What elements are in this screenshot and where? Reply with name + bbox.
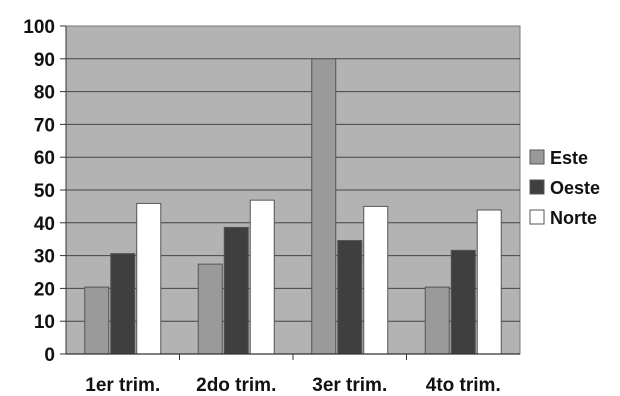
- x-tick-label: 2do trim.: [196, 375, 276, 396]
- x-tick-label: 4to trim.: [426, 375, 501, 396]
- x-tick-label: 1er trim.: [85, 375, 160, 396]
- y-tick-label: 60: [34, 148, 55, 169]
- bars: [84, 58, 502, 355]
- bar-este-4: [424, 286, 450, 355]
- bar-este-1: [84, 286, 110, 355]
- legend: Este Oeste Norte: [529, 148, 600, 228]
- y-tick-label: 20: [34, 279, 55, 300]
- y-tick-label: 100: [23, 17, 55, 38]
- bar-oeste-3: [337, 240, 363, 355]
- y-tick-label: 40: [34, 214, 55, 235]
- y-tick-label: 90: [34, 50, 55, 71]
- bar-norte-2: [249, 199, 275, 355]
- legend-label-oeste: Oeste: [550, 178, 600, 198]
- y-tick-label: 30: [34, 247, 55, 268]
- bar-oeste-4: [450, 249, 476, 355]
- bar-este-2: [197, 263, 223, 355]
- bar-oeste-2: [223, 226, 249, 355]
- x-tick-label: 3er trim.: [312, 375, 387, 396]
- axes: [60, 25, 520, 360]
- legend-swatch-este: [529, 149, 545, 165]
- bar-oeste-1: [110, 253, 136, 355]
- legend-swatch-norte: [529, 209, 545, 225]
- x-tick-labels: 1er trim. 2do trim. 3er trim. 4to trim.: [85, 375, 500, 396]
- legend-label-norte: Norte: [550, 208, 597, 228]
- bar-norte-4: [476, 209, 502, 355]
- bar-norte-3: [363, 205, 389, 355]
- y-tick-label: 0: [44, 345, 55, 366]
- y-tick-labels: 0 10 20 30 40 50 60 70 80 90 100: [23, 17, 55, 366]
- y-tick-label: 70: [34, 115, 55, 136]
- bar-norte-1: [136, 202, 162, 355]
- bar-este-3: [311, 58, 337, 355]
- y-tick-label: 80: [34, 83, 55, 104]
- legend-label-este: Este: [550, 148, 588, 168]
- legend-swatch-oeste: [529, 179, 545, 195]
- y-tick-label: 10: [34, 312, 55, 333]
- y-tick-label: 50: [34, 181, 55, 202]
